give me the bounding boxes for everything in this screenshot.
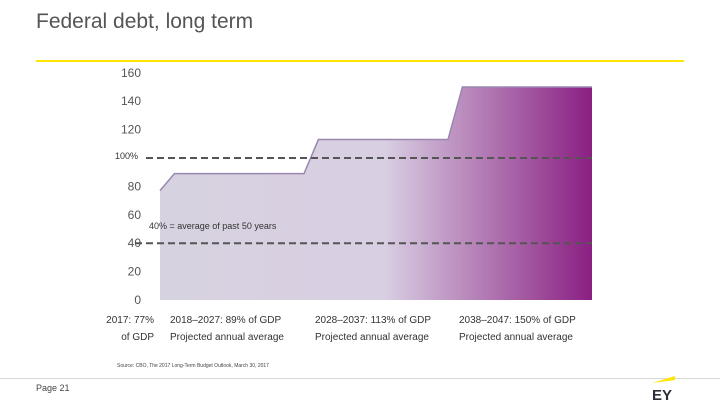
reference-label-100: 100%: [115, 151, 138, 161]
ey-logo: EY: [648, 374, 678, 404]
area-layer: [159, 86, 592, 300]
period-label-2018-2027-line1: 2018–2027: 89% of GDP: [170, 315, 282, 326]
title-accent-rule: [36, 60, 684, 62]
y-tick-60: 60: [128, 208, 142, 222]
footer-rule: [0, 378, 720, 379]
period-label-2038-2047-line1: 2038–2047: 150% of GDP: [459, 315, 576, 326]
period-label-2038-2047-line2: Projected annual average: [459, 332, 573, 343]
period-label-2038-2047: 2038–2047: 150% of GDP Projected annual …: [459, 312, 594, 346]
debt-outline: [159, 86, 592, 192]
period-label-2017-line2: of GDP: [121, 332, 154, 343]
source-note: Source: CBO, The 2017 Long-Term Budget O…: [117, 363, 269, 369]
period-label-2028-2037-line1: 2028–2037: 113% of GDP: [315, 315, 432, 326]
period-label-2018-2027-line2: Projected annual average: [170, 332, 284, 343]
slide-title: Federal debt, long term: [36, 10, 254, 33]
ey-logo-text: EY: [652, 387, 672, 402]
ey-logo-mark: EY: [652, 376, 675, 404]
y-tick-120: 120: [121, 123, 141, 137]
reference-label-100-bg: [114, 150, 144, 163]
period-label-2018-2027: 2018–2027: 89% of GDP Projected annual a…: [170, 312, 305, 346]
period-label-2017-line1: 2017: 77%: [106, 315, 154, 326]
y-tick-160: 160: [121, 66, 141, 80]
page-number: Page 21: [36, 383, 70, 393]
ey-logo-beam: [652, 376, 675, 383]
y-tick-0: 0: [134, 293, 141, 307]
reference-lines-layer: [135, 157, 592, 245]
y-tick-20: 20: [128, 265, 142, 279]
y-tick-140: 140: [121, 94, 141, 108]
y-axis-ticks-layer: 020406080100120140160: [121, 66, 141, 307]
y-tick-40: 40: [128, 236, 142, 250]
debt-area: [160, 87, 592, 300]
period-label-2028-2037: 2028–2037: 113% of GDP Projected annual …: [315, 312, 450, 346]
y-tick-80: 80: [128, 179, 142, 193]
period-label-2028-2037-line2: Projected annual average: [315, 332, 429, 343]
period-label-2017: 2017: 77% of GDP: [104, 312, 154, 346]
reference-label-40: 40% = average of past 50 years: [149, 221, 277, 231]
reference-labels-layer: 100% 40% = average of past 50 years: [114, 150, 277, 231]
